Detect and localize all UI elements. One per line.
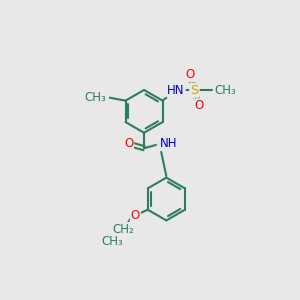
Text: CH₃: CH₃: [85, 91, 106, 103]
Text: O: O: [131, 208, 140, 222]
Text: NH: NH: [160, 137, 177, 150]
Text: S: S: [190, 84, 199, 97]
Text: O: O: [124, 137, 133, 150]
Text: O: O: [185, 68, 195, 81]
Text: CH₃: CH₃: [102, 235, 123, 248]
Text: HN: HN: [167, 84, 185, 97]
Text: CH₃: CH₃: [214, 84, 236, 97]
Text: CH₂: CH₂: [112, 223, 134, 236]
Text: O: O: [194, 99, 203, 112]
